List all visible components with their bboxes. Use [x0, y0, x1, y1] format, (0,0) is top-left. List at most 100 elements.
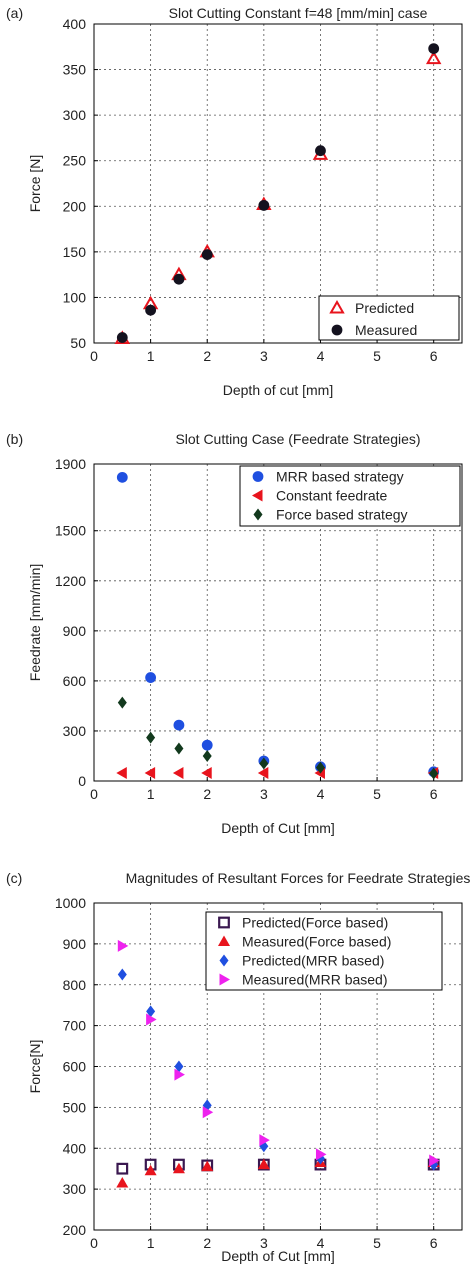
legend-marker: [252, 471, 264, 482]
chart-title: Slot Cutting Case (Feedrate Strategies): [175, 431, 420, 447]
ticks: 0 1 2 3 4 5 6 50 100 150 200 250 300 350 400: [63, 16, 438, 364]
data-point: [425, 50, 442, 65]
x-tick-label: 0: [90, 1235, 98, 1251]
data-point: [117, 939, 129, 952]
legend-box: [205, 911, 443, 991]
x-tick-label: 6: [430, 786, 438, 802]
legend: MRR based strategy Constant feedrate Force…: [239, 465, 461, 527]
panel-label: (a): [6, 5, 23, 21]
chart-title: Slot Cutting Constant f=48 [mm/min] case: [169, 5, 428, 21]
data-point: [117, 696, 127, 709]
data-point: [145, 672, 157, 683]
y-tick-label: 800: [63, 977, 87, 993]
y-tick-label: 300: [63, 1181, 87, 1197]
x-tick-label: 4: [317, 348, 325, 364]
x-tick-label: 0: [90, 786, 98, 802]
data-point: [259, 757, 269, 770]
legend-marker: [218, 935, 230, 946]
data-point: [202, 1106, 214, 1119]
data-point: [202, 749, 212, 762]
y-tick-label: 600: [63, 673, 87, 689]
chart-panel-2: (b) Slot Cutting Case (Feedrate Strategie…: [6, 431, 463, 836]
series-3: [117, 696, 439, 780]
gridlines: [94, 24, 462, 343]
y-tick-label: 350: [63, 62, 87, 78]
data-point: [174, 742, 184, 755]
legend-entry: Measured: [355, 322, 417, 338]
x-axis-label: Depth of cut [mm]: [223, 382, 333, 398]
x-tick-label: 1: [147, 1235, 155, 1251]
legend-marker: [218, 916, 230, 929]
data-point: [144, 1164, 157, 1176]
ticks: 0 1 2 3 4 5 6 0 300 600 900 1200 1500 1900: [55, 456, 438, 802]
y-tick-label: 200: [63, 198, 87, 214]
data-point: [201, 249, 213, 260]
legend-box: [318, 295, 460, 341]
x-axis-label: Depth of Cut [mm]: [221, 820, 335, 836]
x-axis-label: Depth of Cut [mm]: [221, 1248, 335, 1264]
legend-entry: Measured(Force based): [242, 934, 391, 950]
data-point: [116, 471, 128, 483]
data-point: [259, 1134, 270, 1147]
data-point: [429, 1154, 440, 1167]
x-tick-label: 4: [317, 1235, 325, 1251]
y-tick-label: 300: [63, 723, 87, 739]
x-tick-label: 3: [260, 348, 268, 364]
y-tick-label: 0: [78, 773, 86, 789]
y-tick-label: 900: [63, 936, 87, 952]
x-tick-label: 3: [260, 1235, 268, 1251]
x-tick-label: 5: [373, 348, 381, 364]
data-point: [146, 1013, 157, 1026]
x-tick-label: 6: [430, 1235, 438, 1251]
chart-panel-3: (c) Magnitudes of Resultant Forces for Fe…: [6, 870, 470, 1264]
data-point: [201, 766, 212, 779]
data-point: [201, 739, 213, 751]
legend-marker: [253, 508, 263, 521]
y-tick-label: 200: [63, 1222, 87, 1238]
legend-entry: Predicted: [355, 300, 414, 316]
plot-frame: [93, 23, 463, 344]
data-point: [258, 199, 270, 211]
legend-marker: [329, 299, 345, 314]
legend-marker: [219, 973, 230, 986]
data-point: [173, 273, 185, 285]
chart-title: Magnitudes of Resultant Forces for Feedr…: [126, 870, 471, 886]
legend-entry: Predicted(MRR based): [242, 953, 384, 969]
data-point: [146, 1005, 156, 1018]
y-tick-label: 500: [63, 1099, 87, 1115]
y-tick-label: 900: [63, 623, 87, 639]
legend-entry: Constant feedrate: [276, 488, 388, 504]
y-tick-label: 400: [63, 16, 87, 32]
series-4: [117, 939, 440, 1167]
legend-marker: [219, 954, 229, 967]
x-tick-label: 2: [203, 1235, 211, 1251]
y-tick-label: 1000: [55, 895, 86, 911]
x-tick-label: 1: [147, 348, 155, 364]
legend: Predicted Measured: [318, 295, 460, 341]
y-tick-label: 600: [63, 1059, 87, 1075]
legend-entry: Force based strategy: [276, 507, 408, 523]
x-tick-label: 2: [203, 786, 211, 802]
y-tick-label: 1900: [55, 456, 86, 472]
x-tick-label: 5: [373, 1235, 381, 1251]
y-tick-label: 700: [63, 1018, 87, 1034]
panel-label: (b): [6, 431, 23, 447]
y-tick-label: 50: [70, 335, 86, 351]
data-point: [172, 1162, 185, 1174]
y-tick-label: 250: [63, 153, 87, 169]
plot-frame: [93, 463, 463, 782]
y-tick-label: 300: [63, 107, 87, 123]
data-point: [117, 968, 127, 981]
gridlines: [94, 464, 462, 781]
data-point: [116, 332, 128, 343]
data-point: [116, 1162, 129, 1175]
data-point: [172, 766, 184, 779]
ticks: 0 1 2 3 4 5 6 200 300 400 500 600 700 800 900 1000: [55, 895, 438, 1251]
y-tick-label: 100: [63, 289, 87, 305]
data-point: [146, 731, 156, 744]
series-3: [117, 968, 439, 1171]
series-2: [116, 766, 439, 779]
x-tick-label: 1: [147, 786, 155, 802]
x-tick-label: 4: [317, 786, 325, 802]
x-tick-label: 0: [90, 348, 98, 364]
